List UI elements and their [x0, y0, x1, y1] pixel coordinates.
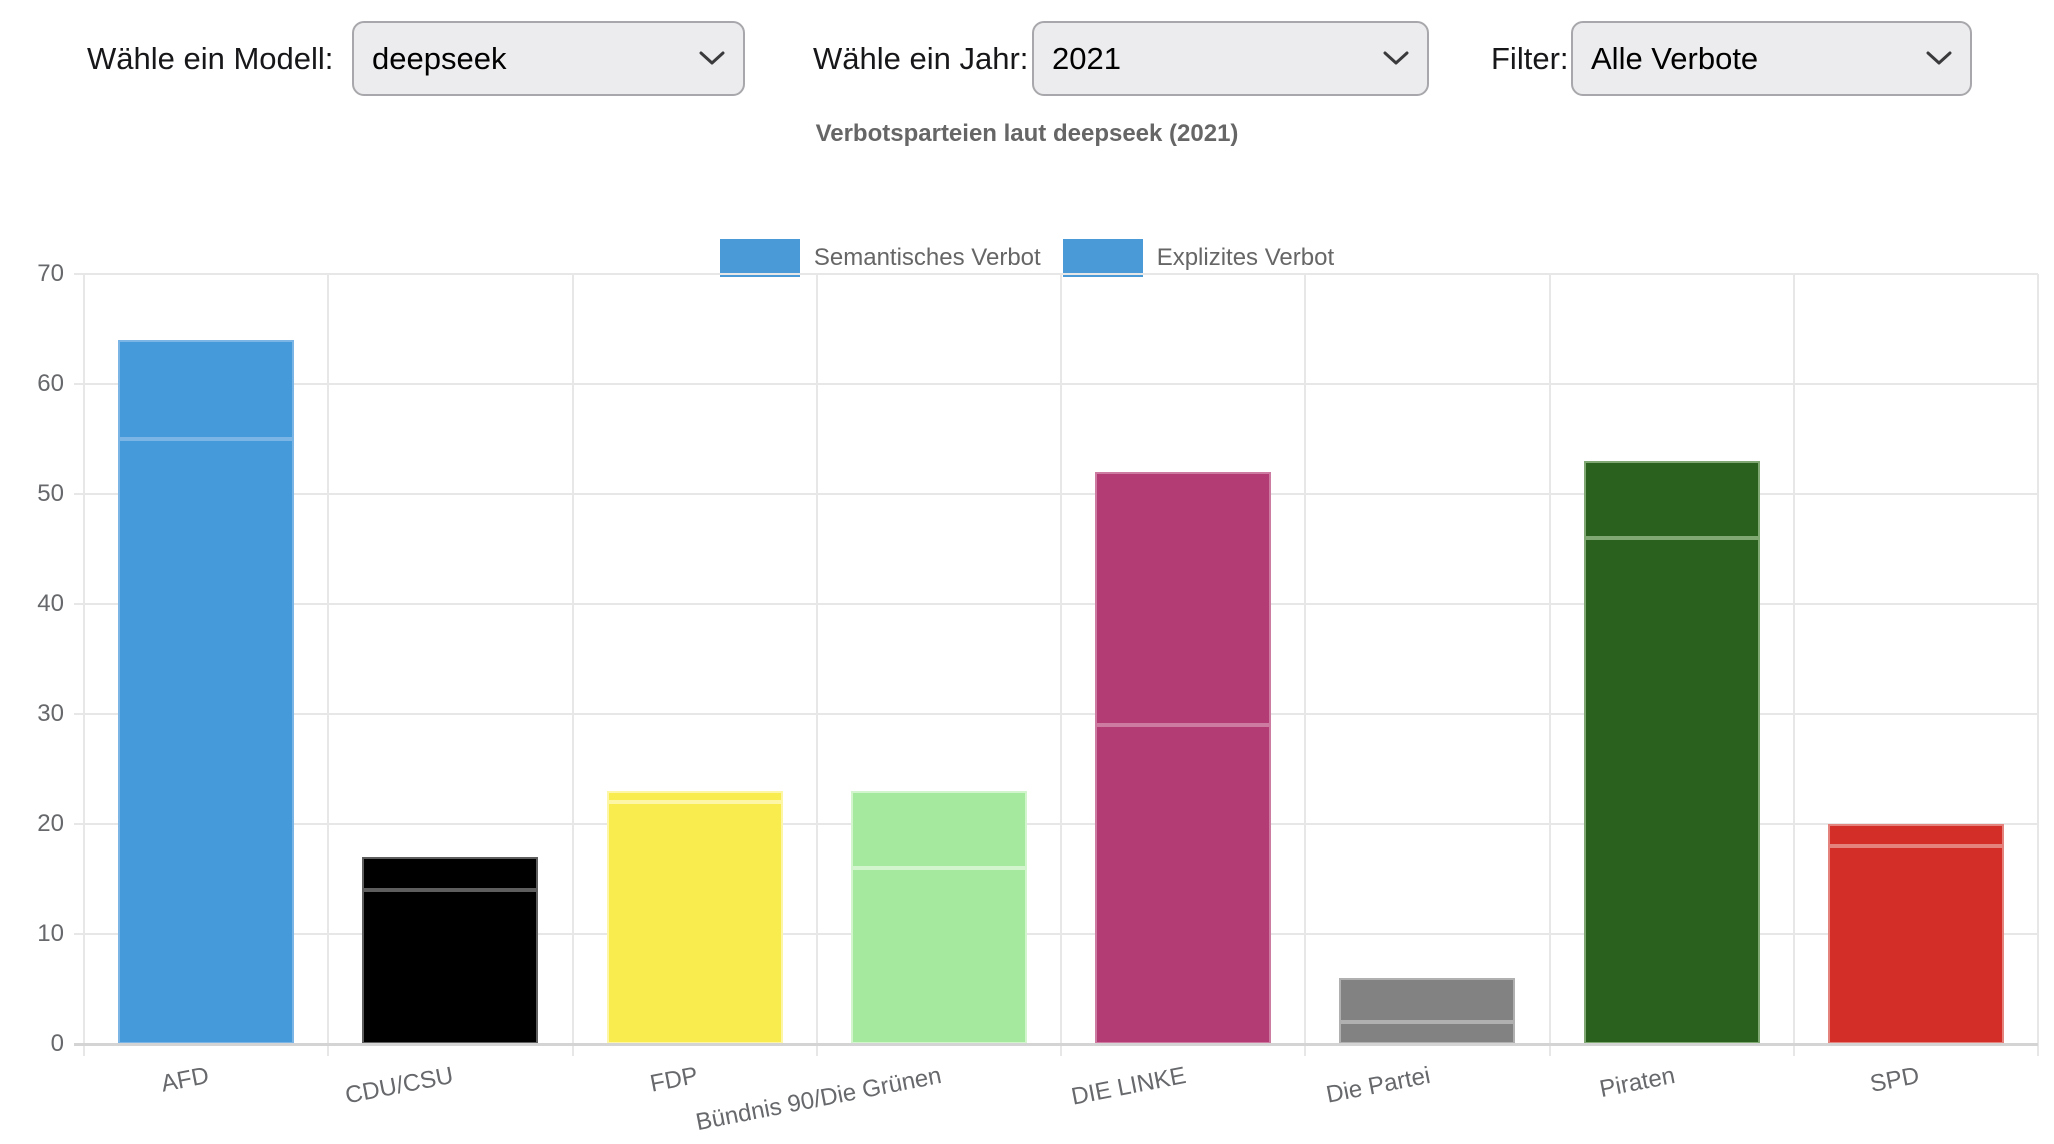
- filter-select-wrapper: Alle Verbote: [1571, 21, 1972, 96]
- x-axis-tick-label: Die Partei: [1323, 1062, 1433, 1109]
- gridline-vertical: [2037, 274, 2039, 1056]
- gridline-horizontal: [74, 823, 2038, 825]
- bar-segment-explizites-verbot[interactable]: [362, 857, 539, 890]
- legend-item-semantisches-verbot[interactable]: Semantisches Verbot: [719, 239, 1041, 277]
- legend-item-explizites-verbot[interactable]: Explizites Verbot: [1062, 239, 1335, 277]
- gridline-vertical: [327, 274, 330, 1056]
- gridline-vertical: [815, 274, 818, 1056]
- bar-segment-semantisches-verbot[interactable]: [1827, 846, 2004, 1044]
- gridline-vertical: [1060, 274, 1062, 1056]
- bar-segment-explizites-verbot[interactable]: [118, 340, 295, 439]
- model-select-label: Wähle ein Modell:: [87, 41, 334, 76]
- x-axis-tick-label: CDU/CSU: [343, 1062, 456, 1110]
- gridline-horizontal: [74, 383, 2038, 385]
- x-axis-tick-label: DIE LINKE: [1069, 1062, 1189, 1111]
- legend-swatch: [719, 239, 800, 277]
- bar-segment-semantisches-verbot[interactable]: [1339, 1022, 1516, 1044]
- gridline-vertical: [1304, 274, 1307, 1056]
- y-axis-tick-label: 50: [37, 480, 64, 507]
- y-axis-tick-label: 20: [37, 810, 64, 837]
- bar-segment-explizites-verbot[interactable]: [606, 791, 783, 802]
- bar-segment-explizites-verbot[interactable]: [1339, 978, 1516, 1022]
- gridline-vertical: [1548, 274, 1551, 1056]
- bar-segment-semantisches-verbot[interactable]: [118, 439, 295, 1044]
- y-axis-tick-label: 0: [50, 1030, 64, 1057]
- bar-segment-semantisches-verbot[interactable]: [606, 802, 783, 1044]
- x-axis-tick-label: Bündnis 90/Die Grünen: [693, 1062, 945, 1137]
- y-axis-tick-label: 70: [37, 260, 64, 287]
- bar-segment-explizites-verbot[interactable]: [850, 791, 1027, 868]
- filter-select[interactable]: Alle Verbote: [1573, 23, 1970, 94]
- year-select[interactable]: 2021: [1034, 23, 1427, 94]
- x-axis-tick-label: Piraten: [1596, 1062, 1677, 1104]
- x-axis-tick-label: SPD: [1867, 1062, 1922, 1098]
- chart-title: Verbotsparteien laut deepseek (2021): [815, 120, 1239, 147]
- legend-label: Explizites Verbot: [1156, 244, 1335, 271]
- y-axis-tick-label: 60: [37, 370, 64, 397]
- gridline-vertical: [571, 274, 574, 1056]
- year-select-label: Wähle ein Jahr:: [813, 41, 1029, 76]
- gridline-horizontal: [74, 603, 2038, 605]
- gridline-vertical: [83, 274, 85, 1056]
- bar-segment-semantisches-verbot[interactable]: [850, 868, 1027, 1044]
- gridline-vertical: [1792, 274, 1795, 1056]
- y-axis-tick-label: 30: [37, 700, 64, 727]
- bar-segment-semantisches-verbot[interactable]: [1095, 725, 1272, 1044]
- x-axis-tick-label: AFD: [159, 1062, 212, 1098]
- gridline-horizontal: [74, 273, 2038, 275]
- gridline-horizontal: [74, 933, 2038, 935]
- chart-legend: Semantisches Verbot Explizites Verbot: [0, 238, 2054, 278]
- year-select-wrapper: 2021: [1032, 21, 1429, 96]
- model-select[interactable]: deepseek: [354, 23, 743, 94]
- gridline-horizontal: [74, 713, 2038, 715]
- y-axis-tick-label: 40: [37, 590, 64, 617]
- legend-label: Semantisches Verbot: [813, 244, 1041, 271]
- legend-swatch: [1062, 239, 1143, 277]
- axis-baseline: [74, 1043, 2038, 1046]
- x-axis-tick-label: FDP: [647, 1062, 700, 1098]
- gridline-horizontal: [74, 493, 2038, 495]
- bar-segment-explizites-verbot[interactable]: [1827, 824, 2004, 846]
- bar-segment-explizites-verbot[interactable]: [1583, 461, 1760, 538]
- bar-segment-semantisches-verbot[interactable]: [362, 890, 539, 1044]
- bar-segment-semantisches-verbot[interactable]: [1583, 538, 1760, 1044]
- bar-segment-explizites-verbot[interactable]: [1095, 472, 1272, 725]
- model-select-wrapper: deepseek: [352, 21, 745, 96]
- y-axis-tick-label: 10: [37, 920, 64, 947]
- filter-select-label: Filter:: [1491, 41, 1569, 76]
